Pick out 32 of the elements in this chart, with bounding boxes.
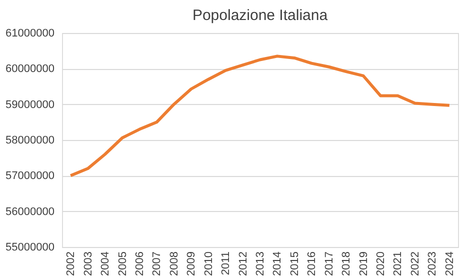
x-tick-label: 2009 [186,252,198,276]
x-tick-label: 2011 [220,252,232,276]
line-series [69,54,451,178]
x-tick-label: 2002 [65,252,78,276]
x-tick-label: 2004 [100,252,112,276]
y-tick-label: 57000000 [6,170,54,182]
x-tick-label: 2005 [116,252,129,276]
x-tick-label: 2023 [426,252,439,276]
x-tick-label: 2015 [288,252,301,276]
y-tick-label: 59000000 [6,98,54,111]
x-tick-label: 2013 [254,252,266,276]
x-tick-label: 2016 [306,252,318,276]
x-tick-label: 2014 [272,252,284,276]
y-tick-label: 58000000 [6,134,54,146]
y-tick-label: 56000000 [6,206,54,218]
x-tick-label: 2017 [323,252,336,276]
chart-title: Popolazione Italiana [192,7,328,24]
x-tick-label: 2024 [444,252,456,276]
x-tick-label: 2018 [340,252,353,276]
x-tick-label: 2008 [168,252,180,276]
x-tick-label: 2007 [151,252,164,276]
y-tick-label: 55000000 [6,242,54,254]
x-tick-label: 2006 [134,252,146,276]
x-tick-label: 2021 [392,252,404,276]
x-tick-label: 2003 [82,252,94,276]
x-tick-label: 2012 [237,252,250,276]
x-tick-label: 2010 [202,252,215,276]
x-tick-label: 2022 [409,252,422,276]
y-tick-label: 60000000 [6,63,54,76]
x-tick-label: 2020 [375,252,388,276]
y-tick-label: 61000000 [6,28,54,40]
x-tick-label: 2019 [358,252,370,276]
